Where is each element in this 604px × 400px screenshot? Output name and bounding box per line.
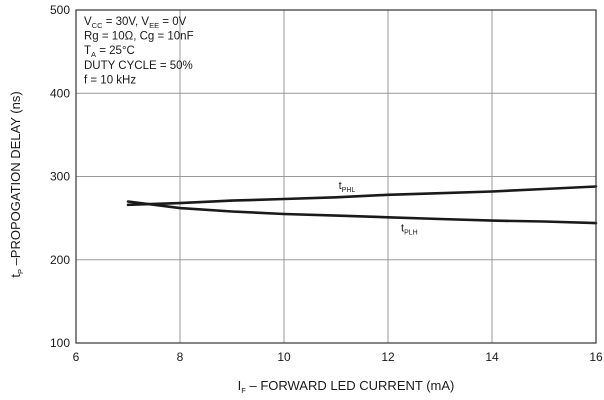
annotation-line: TA = 25°C <box>84 45 135 59</box>
x-tick-label: 12 <box>381 350 395 364</box>
annotation-line: VCC = 30V, VEE = 0V <box>84 16 187 30</box>
plot-frame <box>75 9 597 344</box>
x-tick-label: 6 <box>73 350 80 364</box>
x-tick-label: 8 <box>177 350 184 364</box>
y-tick-label: 300 <box>50 170 70 184</box>
x-tick-label: 14 <box>485 350 499 364</box>
y-axis-label: tP –PROPOGATION DELAY (ns) <box>8 91 25 277</box>
plot-border <box>75 9 597 344</box>
series-line-tplh <box>126 200 598 225</box>
x-tick-label: 16 <box>589 350 603 364</box>
annotation-line: f = 10 kHz <box>84 74 136 86</box>
grid-layer <box>76 10 596 343</box>
series-line-tphl <box>126 185 598 207</box>
x-axis-label: IF – FORWARD LED CURRENT (mA) <box>238 378 455 395</box>
axis-labels: IF – FORWARD LED CURRENT (mA) tP –PROPOGA… <box>8 91 454 395</box>
y-tick-label: 100 <box>50 336 70 350</box>
tick-labels: 6 8 10 12 14 16 100 200 300 400 500 <box>50 3 603 364</box>
y-tick-label: 200 <box>50 253 70 267</box>
series-layer <box>126 185 598 225</box>
y-tick-label: 400 <box>50 86 70 100</box>
series-label-tplh: tPLH <box>401 223 418 237</box>
series-labels: tPHL tPLH <box>339 180 418 237</box>
x-tick-label: 10 <box>277 350 291 364</box>
annotation-line: Rg = 10Ω, Cg = 10nF <box>84 31 194 43</box>
series-label-tphl: tPHL <box>339 180 356 194</box>
annotation-line: DUTY CYCLE = 50% <box>84 60 193 72</box>
y-tick-label: 500 <box>50 3 70 17</box>
